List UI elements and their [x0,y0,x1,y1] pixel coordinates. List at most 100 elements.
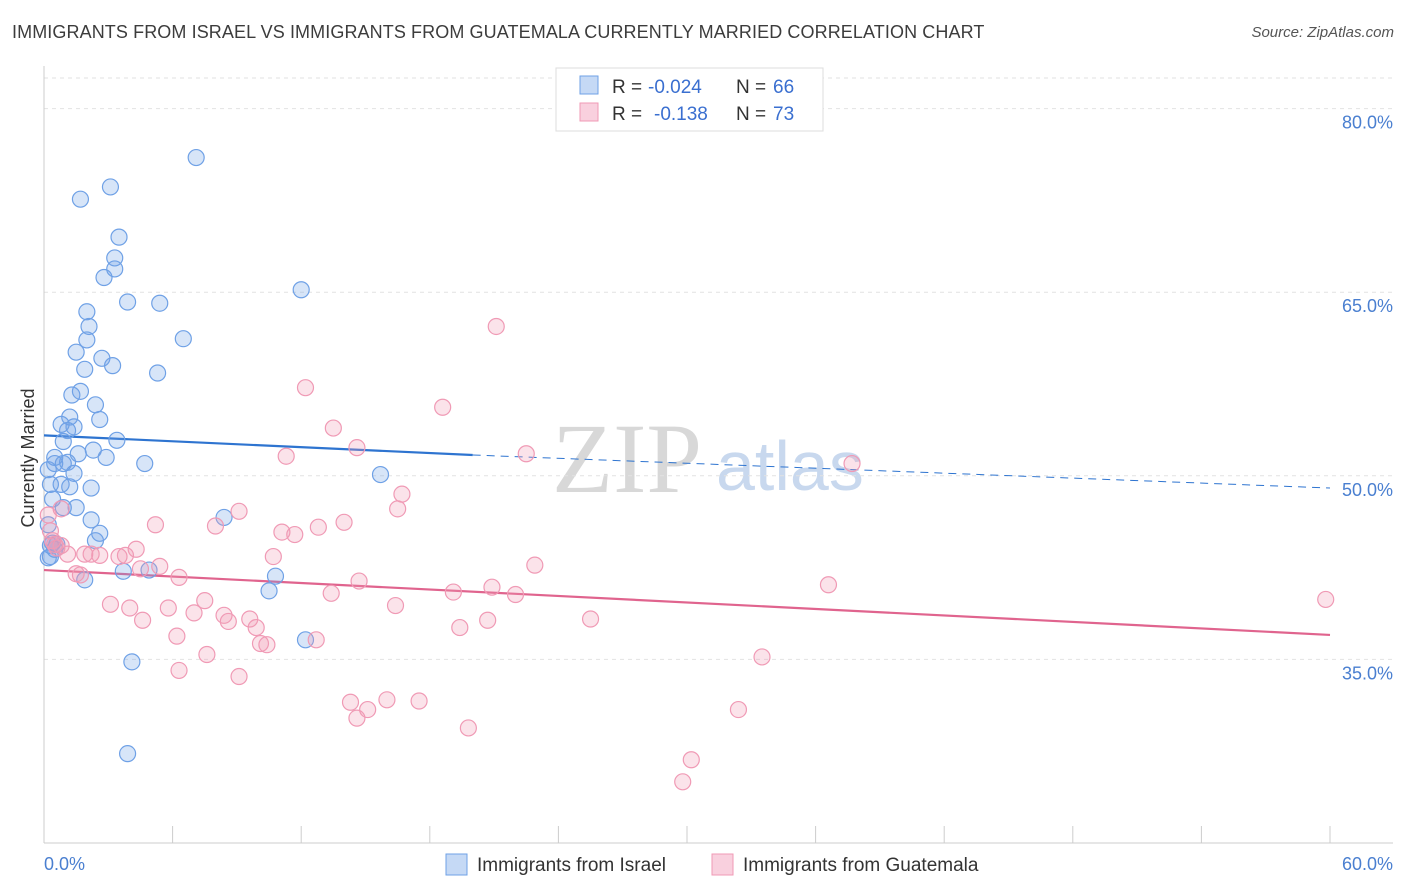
legend-swatch-guatemala [579,102,599,122]
data-points [39,148,1335,791]
y-axis-label: Currently Married [18,388,38,527]
guatemala-point-41 [444,583,462,601]
guatemala-point-12 [39,506,57,524]
guatemala-point-29 [110,547,128,566]
israel-point-58 [266,567,285,585]
guatemala-point-38 [350,572,368,590]
guatemala-point-56 [247,618,265,637]
guatemala-point-14 [146,516,165,534]
guatemala-point-75 [674,773,692,791]
guatemala-point-54 [479,611,497,629]
guatemala-point-37 [170,568,188,586]
gridlines [44,77,1393,660]
legend-r-value-guatemala: -0.138 [654,104,708,125]
legend-r-label-israel: R = [612,77,642,98]
guatemala-point-71 [348,709,366,727]
guatemala-point-69 [410,692,428,710]
bottom-legend-swatch-israel [445,853,468,876]
guatemala-point-31 [264,547,282,566]
trend-lines [43,434,1331,637]
guatemala-point-25 [58,545,77,563]
guatemala-point-47 [159,599,177,617]
guatemala-point-23 [48,539,66,557]
guatemala-point-26 [76,545,94,563]
legend-n-label-israel: N = [736,77,766,98]
israel-point-42 [82,479,100,497]
guatemala-point-55 [219,612,237,631]
guatemala-point-16 [309,518,327,536]
legend-r-label-guatemala: R = [612,104,642,125]
israel-point-18 [148,364,167,382]
guatemala-point-42 [322,584,340,602]
guatemala-point-10 [230,502,248,520]
guatemala-point-33 [151,557,169,575]
israel-point-8 [118,293,137,311]
guatemala-point-34 [131,560,150,578]
guatemala-point-28 [91,546,109,564]
guatemala-point-62 [198,645,216,664]
guatemala-point-52 [581,610,600,628]
israel-point-35 [97,448,115,467]
guatemala-point-49 [185,604,203,622]
y-tick-label-35: 35.0% [1342,663,1393,683]
bottom-legend-label-israel: Immigrants from Israel [477,855,666,876]
guatemala-point-24 [127,540,145,558]
israel-point-3 [110,228,128,246]
israel-point-25 [91,410,109,429]
israel-point-0 [187,148,205,167]
israel-trend-extension [472,454,1331,489]
israel-point-2 [71,190,90,208]
israel-point-43 [371,465,390,484]
series-legend: Immigrants from Israel Immigrants from G… [445,853,979,876]
guatemala-point-63 [753,648,771,666]
guatemala-point-27 [82,545,100,563]
guatemala-point-39 [819,576,838,594]
guatemala-point-64 [170,661,188,680]
israel-point-21 [86,396,105,414]
watermark-zip: ZIP [552,403,702,514]
y-tick-label-65: 65.0% [1342,296,1393,316]
israel-point-37 [39,461,57,479]
israel-point-14 [67,343,85,361]
israel-point-7 [292,281,310,299]
guatemala-point-6 [277,447,295,465]
guatemala-point-19 [286,525,304,544]
guatemala-point-1 [296,379,315,397]
guatemala-point-66 [1317,590,1335,609]
x-tick-label-min: 0.0% [44,854,85,874]
israel-point-46 [67,499,85,517]
guatemala-trend-line [43,568,1331,637]
guatemala-point-2 [434,398,452,416]
bottom-legend-swatch-guatemala [711,853,734,876]
y-tick-label-80: 80.0% [1342,113,1393,133]
x-tick-label-max: 60.0% [1342,854,1393,874]
legend-n-value-israel: 66 [773,77,794,98]
guatemala-point-40 [483,578,501,596]
israel-point-10 [78,303,96,321]
israel-point-28 [108,431,126,449]
axes: 35.0% 50.0% 65.0% 80.0% [43,66,1393,844]
legend-r-value-israel: -0.024 [648,77,702,98]
israel-point-19 [71,382,90,400]
israel-point-57 [140,561,158,579]
guatemala-point-13 [335,513,353,531]
israel-point-23 [52,415,70,433]
israel-point-9 [151,294,169,312]
israel-point-27 [54,432,72,451]
legend-n-label-guatemala: N = [736,104,766,125]
israel-point-20 [63,386,81,404]
guatemala-point-3 [324,419,342,437]
guatemala-point-51 [241,610,259,628]
guatemala-point-45 [101,595,120,613]
guatemala-point-67 [341,693,360,711]
guatemala-point-60 [251,634,270,653]
guatemala-point-72 [729,700,748,719]
guatemala-point-48 [386,596,405,615]
israel-point-16 [76,360,94,378]
y-tick-label-50: 50.0% [1342,480,1393,500]
guatemala-point-32 [526,556,544,574]
source-label: Source: ZipAtlas.com [1251,24,1394,41]
guatemala-point-61 [258,636,276,654]
correlation-legend: R = -0.024 N = 66 R = -0.138 N = 73 [555,67,824,132]
